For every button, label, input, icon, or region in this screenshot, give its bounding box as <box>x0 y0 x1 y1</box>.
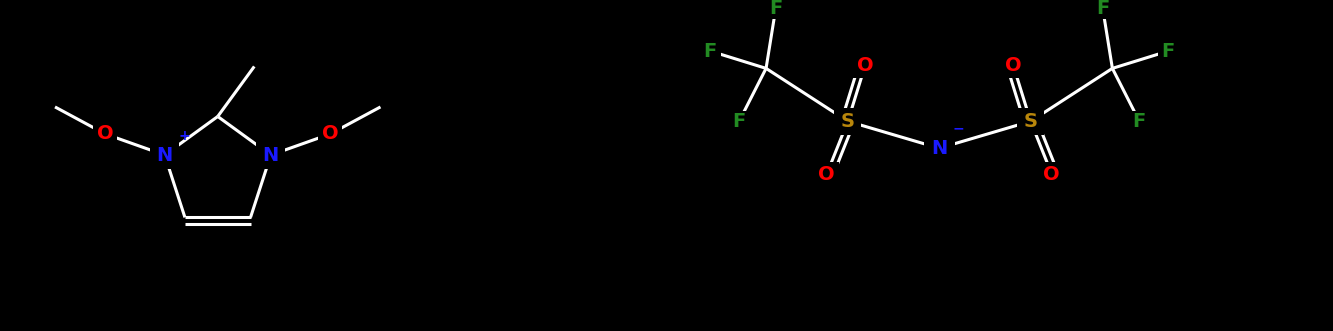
Text: O: O <box>818 165 834 184</box>
Text: O: O <box>1044 165 1060 184</box>
Text: O: O <box>323 124 339 143</box>
Text: F: F <box>1096 0 1109 18</box>
Text: F: F <box>1161 42 1174 61</box>
Text: N: N <box>263 146 279 165</box>
Text: F: F <box>733 112 745 131</box>
Bar <box>834 108 861 135</box>
Bar <box>700 40 721 62</box>
Text: S: S <box>841 112 854 131</box>
Text: O: O <box>857 56 873 75</box>
Text: −: − <box>953 122 965 136</box>
Bar <box>1001 54 1025 77</box>
Bar <box>1129 111 1150 132</box>
Bar <box>319 122 343 146</box>
Bar <box>853 54 877 77</box>
Bar <box>814 162 838 186</box>
Bar <box>1017 108 1044 135</box>
Bar <box>924 135 954 162</box>
Bar <box>256 141 285 169</box>
Bar <box>729 111 749 132</box>
Text: S: S <box>1024 112 1037 131</box>
Text: F: F <box>769 0 782 18</box>
Text: F: F <box>1133 112 1146 131</box>
Bar <box>1157 40 1178 62</box>
Text: O: O <box>1005 56 1021 75</box>
Text: F: F <box>704 42 717 61</box>
Bar <box>1040 162 1064 186</box>
Text: N: N <box>156 146 173 165</box>
Bar <box>1092 0 1113 19</box>
Bar <box>765 0 786 19</box>
Text: O: O <box>97 124 113 143</box>
Text: +: + <box>179 128 189 143</box>
Bar <box>151 141 179 169</box>
Text: N: N <box>930 139 948 158</box>
Bar <box>93 122 117 146</box>
